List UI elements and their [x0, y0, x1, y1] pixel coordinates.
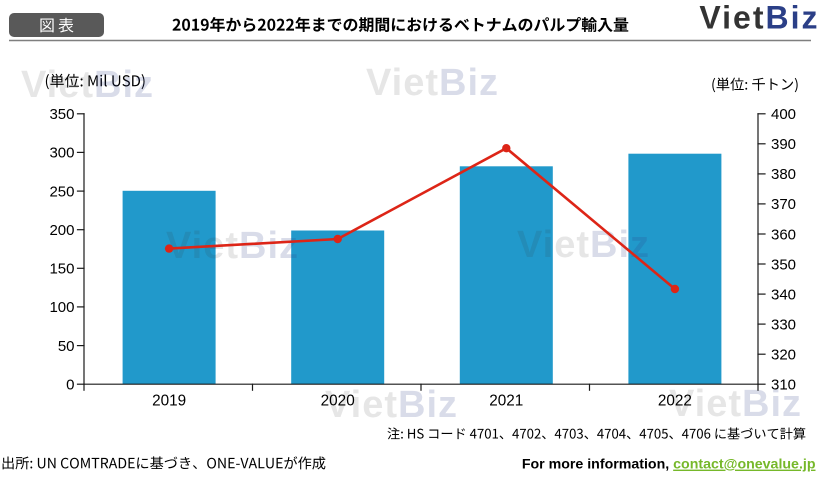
- svg-text:250: 250: [49, 183, 74, 200]
- svg-text:VietBiz: VietBiz: [325, 384, 458, 426]
- svg-text:370: 370: [771, 196, 796, 213]
- svg-text:50: 50: [58, 338, 75, 355]
- svg-text:310: 310: [771, 377, 796, 394]
- svg-text:350: 350: [771, 256, 796, 273]
- svg-text:2019: 2019: [152, 392, 186, 409]
- svg-text:100: 100: [49, 299, 74, 316]
- svg-text:300: 300: [49, 145, 74, 162]
- svg-text:VietBiz: VietBiz: [699, 0, 819, 36]
- svg-text:VietBiz: VietBiz: [366, 62, 499, 104]
- svg-text:320: 320: [771, 347, 796, 364]
- svg-text:400: 400: [771, 106, 796, 123]
- svg-text:2020: 2020: [321, 392, 355, 409]
- svg-text:2021: 2021: [489, 392, 523, 409]
- svg-text:390: 390: [771, 136, 796, 153]
- svg-text:380: 380: [771, 166, 796, 183]
- svg-text:330: 330: [771, 316, 796, 333]
- svg-text:VietBiz: VietBiz: [517, 224, 650, 266]
- svg-text:200: 200: [49, 222, 74, 239]
- svg-text:350: 350: [49, 106, 74, 123]
- svg-text:VietBiz: VietBiz: [669, 383, 802, 425]
- svg-text:VietBiz: VietBiz: [21, 64, 154, 106]
- svg-text:2022: 2022: [658, 392, 692, 409]
- svg-text:For more information, contact@: For more information, contact@onevalue.j…: [522, 457, 816, 473]
- svg-text:150: 150: [49, 261, 74, 278]
- svg-text:340: 340: [771, 286, 796, 303]
- svg-text:360: 360: [771, 226, 796, 243]
- svg-text:0: 0: [66, 377, 74, 394]
